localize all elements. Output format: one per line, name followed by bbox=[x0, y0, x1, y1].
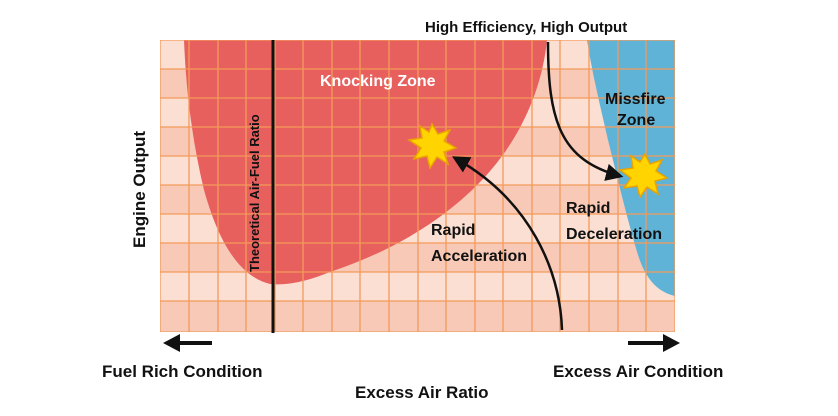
acceleration-arrow bbox=[451, 156, 564, 331]
arrow-left-icon bbox=[163, 334, 212, 352]
arrow-right-icon bbox=[628, 334, 680, 352]
y-axis-label: Engine Output bbox=[130, 131, 149, 248]
excess-air-condition-label: Excess Air Condition bbox=[553, 362, 723, 381]
deceleration-arrow bbox=[546, 41, 624, 181]
x-axis-label: Excess Air Ratio bbox=[355, 383, 489, 402]
fuel-rich-label: Fuel Rich Condition bbox=[102, 362, 263, 381]
knocking-zone-label: Knocking Zone bbox=[320, 73, 436, 90]
rapid-deceleration-label-line2: Deceleration bbox=[566, 226, 662, 243]
missfire-zone-label-line2: Zone bbox=[617, 112, 655, 129]
rapid-deceleration-label-line1: Rapid bbox=[566, 200, 610, 217]
high-efficiency-label: High Efficiency, High Output bbox=[425, 19, 627, 36]
explosion-star-icon bbox=[618, 152, 669, 199]
theoretical-ratio-label: Theoretical Air-Fuel Ratio bbox=[247, 114, 262, 272]
missfire-zone-label-line1: Missfire bbox=[605, 91, 666, 108]
rapid-acceleration-label-line1: Rapid bbox=[431, 222, 475, 239]
explosion-star-icon bbox=[406, 122, 458, 170]
rapid-acceleration-label-line2: Acceleration bbox=[431, 248, 527, 265]
plot-grid bbox=[160, 40, 675, 332]
